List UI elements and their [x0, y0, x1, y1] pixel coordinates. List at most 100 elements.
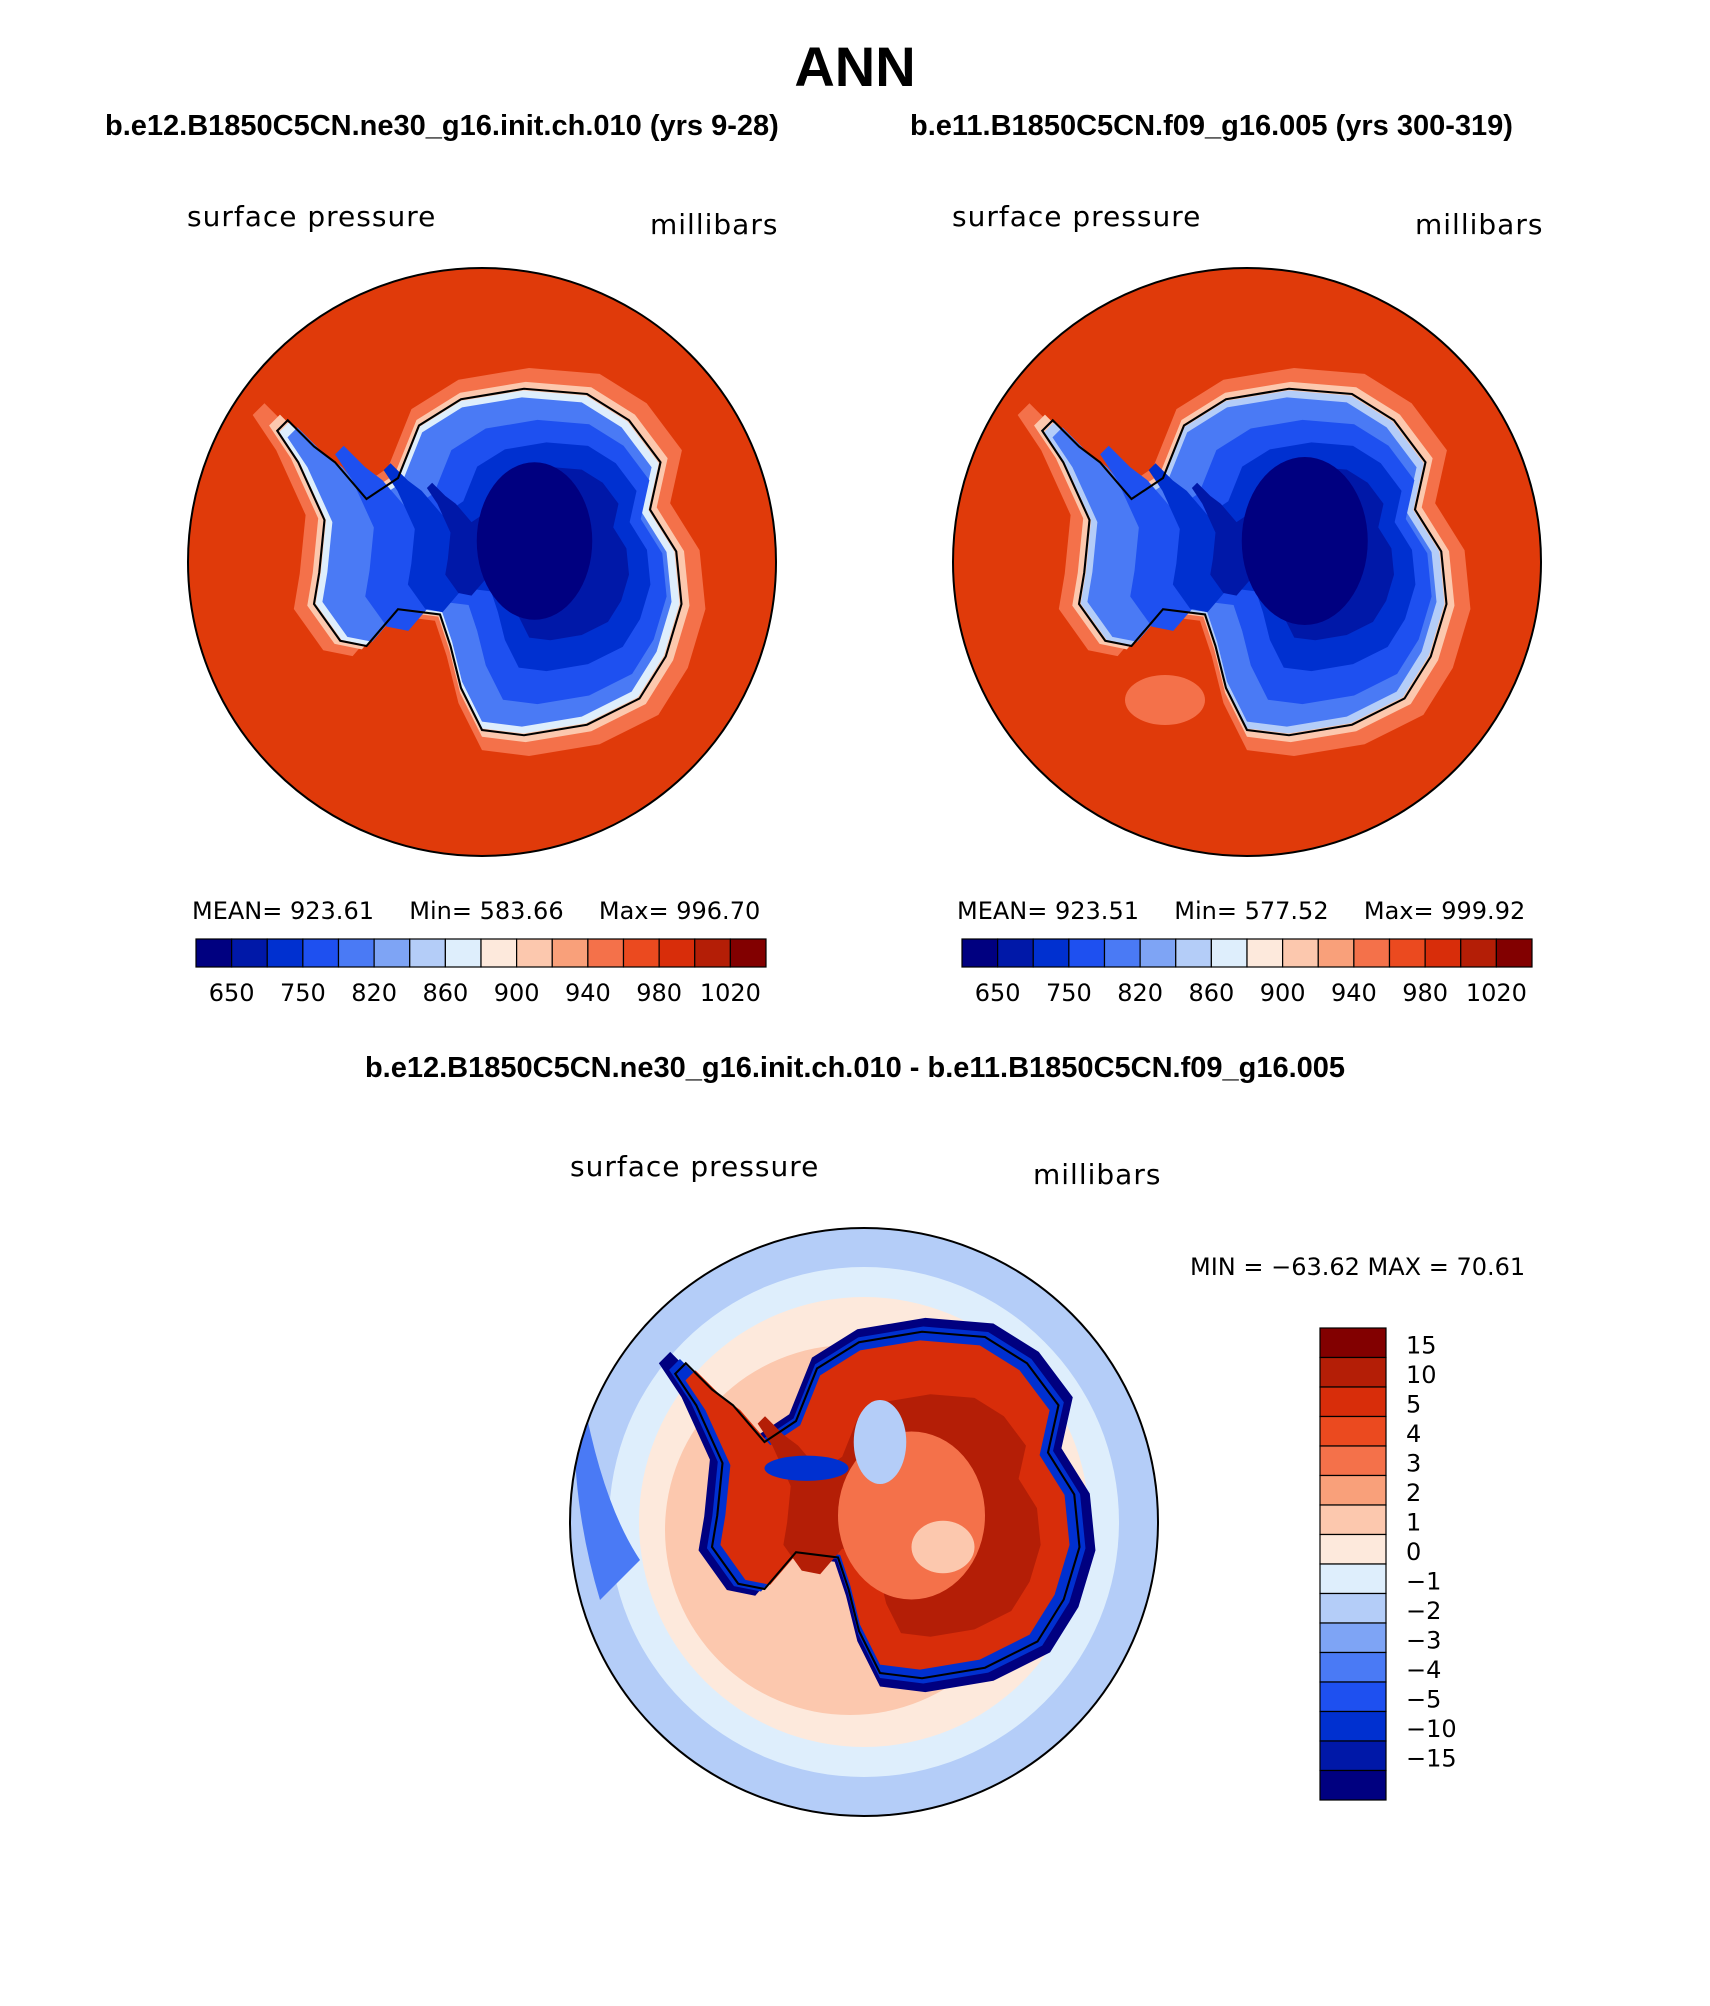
panel2-max-value: 999.92: [1441, 897, 1526, 925]
panel1-max-value: 996.70: [676, 897, 761, 925]
panel3-colorbar-swatch: [1319, 1563, 1387, 1595]
panel2-colorbar-tick-label: 860: [1188, 979, 1234, 1007]
panel3-colorbar-tick-label: −15: [1406, 1745, 1457, 1773]
panel3-colorbar-tick-label: 2: [1406, 1479, 1421, 1507]
panel1-colorbar-swatch: [266, 938, 304, 968]
panel2-mean-value: 923.51: [1055, 897, 1139, 925]
panel1-colorbar-swatch: [587, 938, 625, 968]
panel3-colorbar-tick-label: 3: [1406, 1450, 1421, 1478]
panel1-map-border: [187, 267, 777, 857]
panel1-min-value: 583.66: [479, 897, 564, 925]
panel2-units-label: millibars: [1415, 208, 1544, 241]
panel1-colorbar-swatch: [373, 938, 411, 968]
panel1-colorbar-tick-label: 750: [280, 979, 326, 1007]
panel2-min-value: 577.52: [1244, 897, 1329, 925]
panel2-map: [953, 268, 1541, 856]
panel2-variable-label: surface pressure: [952, 200, 1202, 233]
panel3-colorbar-tick-label: 10: [1406, 1361, 1437, 1389]
panel3-colorbar-swatch: [1319, 1386, 1387, 1418]
panel3-colorbar-swatch: [1319, 1445, 1387, 1477]
panel3-colorbar-swatch: [1319, 1415, 1387, 1447]
panel3-colorbar-tick-label: −4: [1406, 1656, 1441, 1684]
panel2-map-border: [952, 267, 1542, 857]
panel3-colorbar-tick-label: 0: [1406, 1538, 1421, 1566]
panel1-map: [188, 268, 776, 856]
difference-title: b.e12.B1850C5CN.ne30_g16.init.ch.010 - b…: [364, 1052, 1346, 1084]
panel2-colorbar-swatch: [1103, 938, 1141, 968]
panel2-colorbar-swatch: [1460, 938, 1497, 968]
panel3-colorbar-tick-label: 4: [1406, 1420, 1421, 1448]
panel2-colorbar-tick-label: 940: [1331, 979, 1377, 1007]
panel3-colorbar-swatch: [1319, 1769, 1387, 1801]
panel2-colorbar-swatch: [1032, 938, 1070, 968]
plot-title: ANN: [794, 35, 916, 98]
panel2-colorbar-tick-label: 900: [1260, 979, 1306, 1007]
panel2-colorbar: 650 750 820 860 900 940 980 1020: [961, 938, 1533, 1007]
panel3-units-label: millibars: [1033, 1158, 1162, 1191]
panel1-colorbar-swatch: [337, 938, 375, 968]
panel1-mean-value: 923.61: [290, 897, 374, 925]
panel2-colorbar-swatch: [1424, 938, 1462, 968]
panel2-colorbar-swatch: [1210, 938, 1248, 968]
panel1-colorbar-tick-label: 650: [209, 979, 255, 1007]
panel2-colorbar-swatch: [961, 938, 999, 968]
panel2-colorbar-swatch: [1246, 938, 1284, 968]
panel3-colorbar-tick-label: −5: [1406, 1686, 1441, 1714]
panel1-colorbar-tick-label: 900: [494, 979, 540, 1007]
panel3-colorbar-tick-label: −1: [1406, 1568, 1441, 1596]
panel3-map-border: [569, 1227, 1159, 1817]
panel2-stats: MEAN= 923.51 Min= 577.52 Max= 999.92: [957, 897, 1525, 925]
panel1-mean-label: MEAN=: [192, 897, 283, 925]
panel1-colorbar-tick-label: 980: [636, 979, 682, 1007]
panel2-colorbar-swatch: [1353, 938, 1391, 968]
panel1-colorbar-tick-label: 1020: [700, 979, 761, 1007]
panel3-colorbar-tick-label: −10: [1406, 1715, 1457, 1743]
panel3-colorbar-swatch: [1319, 1504, 1387, 1536]
panel2-colorbar-swatch: [1317, 938, 1355, 968]
panel3-colorbar-tick-label: −3: [1406, 1627, 1441, 1655]
panel1-colorbar-swatch: [195, 938, 233, 968]
panel2-colorbar-tick-label: 1020: [1466, 979, 1527, 1007]
panel2-colorbar-swatch: [1175, 938, 1212, 968]
panel3-colorbar-swatch: [1319, 1622, 1387, 1654]
panel1-colorbar-swatch: [729, 938, 767, 968]
panel2-colorbar-tick-label: 820: [1117, 979, 1163, 1007]
panel3-colorbar-swatch: [1319, 1327, 1387, 1359]
panel2-max-label: Max=: [1363, 897, 1434, 925]
panel1-colorbar-swatch: [622, 938, 660, 968]
panel2-colorbar-swatch: [1068, 938, 1106, 968]
panel1-colorbar-swatch: [480, 938, 518, 968]
panel1-colorbar-tick-label: 940: [565, 979, 611, 1007]
panel3-map: [570, 1228, 1158, 1816]
case1-title: b.e12.B1850C5CN.ne30_g16.init.ch.010 (yr…: [105, 110, 779, 142]
panel3-colorbar-tick-label: 5: [1406, 1391, 1421, 1419]
panel2-mean-label: MEAN=: [957, 897, 1048, 925]
panel3-colorbar-tick-label: 1: [1406, 1509, 1421, 1537]
panel3-colorbar-swatch: [1319, 1356, 1387, 1388]
panel3-colorbar-tick-label: 15: [1406, 1332, 1437, 1360]
panel2-colorbar-swatch: [1139, 938, 1177, 968]
panel2-min-label: Min=: [1174, 897, 1237, 925]
panel2-colorbar-swatch: [1388, 938, 1426, 968]
panel2-colorbar-swatch: [997, 938, 1034, 968]
panel1-colorbar-swatch: [409, 938, 446, 968]
panel1-colorbar-tick-label: 860: [422, 979, 468, 1007]
panel1-colorbar-swatch: [444, 938, 482, 968]
panel1-colorbar: 650 750 820 860 900 940 980 1020: [195, 938, 767, 1007]
panel1-colorbar-swatch: [658, 938, 696, 968]
panel1-variable-label: surface pressure: [187, 200, 437, 233]
panel1-colorbar-swatch: [516, 938, 553, 968]
panel1-units-label: millibars: [650, 208, 779, 241]
panel1-colorbar-swatch: [231, 938, 268, 968]
panel1-colorbar-tick-label: 820: [351, 979, 397, 1007]
panel2-colorbar-tick-label: 650: [975, 979, 1021, 1007]
panel1-max-label: Max=: [598, 897, 669, 925]
panel3-colorbar-swatch: [1319, 1740, 1387, 1772]
panel1-colorbar-swatch: [694, 938, 731, 968]
panel1-min-label: Min=: [409, 897, 472, 925]
panel1-colorbar-swatch: [302, 938, 340, 968]
panel1-colorbar-swatch: [551, 938, 589, 968]
panel2-colorbar-swatch: [1495, 938, 1533, 968]
